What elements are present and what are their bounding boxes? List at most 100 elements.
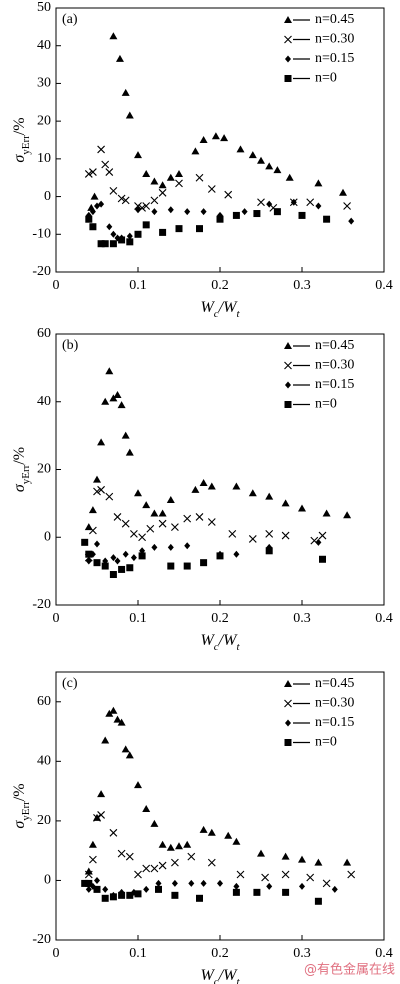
marker	[109, 571, 117, 579]
y-axis-label: σyErr/%	[11, 783, 32, 828]
marker	[113, 513, 122, 521]
marker	[106, 223, 113, 231]
marker	[298, 855, 306, 863]
marker	[211, 132, 220, 140]
marker	[319, 555, 326, 563]
watermark: @有色金属在线	[304, 962, 395, 978]
marker	[200, 879, 207, 887]
marker	[196, 894, 203, 902]
marker	[171, 879, 178, 887]
marker	[175, 225, 183, 233]
x-axis-label: Wc/Wt	[200, 299, 240, 320]
marker	[134, 489, 142, 497]
marker	[298, 211, 306, 219]
marker	[105, 492, 114, 501]
marker	[306, 873, 315, 882]
marker	[125, 751, 134, 759]
marker	[183, 840, 192, 848]
marker	[257, 849, 265, 857]
marker	[109, 394, 118, 402]
marker	[298, 504, 306, 512]
label-part: /W	[218, 967, 238, 984]
marker	[232, 888, 240, 896]
marker	[207, 482, 216, 490]
y-tick-label: 60	[37, 694, 51, 709]
marker	[224, 190, 233, 199]
marker	[109, 828, 118, 837]
marker	[93, 487, 101, 496]
marker	[90, 192, 99, 200]
y-axis-label: σyErr/%	[11, 117, 32, 162]
marker	[207, 858, 216, 867]
marker	[314, 179, 323, 187]
label-part: /%	[11, 117, 28, 135]
marker	[331, 885, 338, 893]
marker	[171, 891, 179, 899]
marker	[142, 864, 151, 873]
marker	[265, 162, 274, 170]
label-part: yErr	[20, 464, 32, 484]
marker	[184, 542, 191, 550]
marker	[85, 550, 93, 558]
marker	[322, 509, 331, 517]
marker	[233, 882, 240, 890]
marker	[158, 861, 167, 870]
label-part: yErr	[20, 135, 32, 155]
marker	[121, 88, 130, 96]
legend-label: n=0.15	[315, 377, 354, 392]
marker	[88, 840, 97, 848]
marker	[101, 397, 110, 405]
marker	[232, 482, 241, 490]
marker	[253, 888, 261, 896]
marker	[146, 524, 155, 533]
marker	[134, 151, 142, 159]
marker	[171, 523, 179, 531]
marker	[343, 511, 352, 519]
label-part: /%	[11, 783, 28, 801]
marker	[101, 562, 109, 570]
marker	[115, 54, 124, 62]
marker	[166, 843, 175, 851]
marker	[130, 529, 138, 538]
marker	[84, 870, 93, 879]
x-tick-label: 0.3	[293, 946, 311, 961]
marker	[195, 513, 204, 521]
marker	[105, 168, 114, 176]
y-tick-label: 20	[37, 813, 51, 828]
marker	[158, 181, 167, 189]
marker	[282, 888, 290, 896]
label-part: W	[200, 967, 215, 984]
x-tick-label: 0.1	[129, 278, 147, 293]
legend-marker	[285, 55, 291, 63]
marker	[314, 858, 323, 866]
marker	[266, 882, 273, 890]
marker	[281, 870, 290, 879]
marker	[207, 828, 216, 836]
y-tick-label: 50	[37, 0, 51, 15]
x-tick-label: 0.4	[375, 278, 393, 293]
x-tick-label: 0.2	[211, 946, 229, 961]
marker	[89, 168, 97, 176]
marker	[117, 194, 126, 203]
marker	[102, 885, 109, 893]
legend-label: n=0.45	[315, 676, 354, 691]
marker	[114, 557, 121, 565]
label-part: /W	[218, 299, 238, 316]
marker	[85, 885, 92, 893]
marker	[109, 32, 118, 40]
marker	[110, 554, 117, 562]
marker	[94, 540, 100, 548]
marker	[167, 206, 174, 214]
label-part: σ	[11, 483, 28, 492]
marker	[118, 236, 126, 244]
marker	[142, 221, 150, 229]
marker	[121, 431, 130, 439]
marker	[253, 210, 261, 218]
label-part: W	[200, 299, 215, 316]
marker	[109, 893, 117, 901]
marker	[158, 509, 167, 517]
marker	[191, 147, 200, 155]
marker	[150, 819, 159, 827]
